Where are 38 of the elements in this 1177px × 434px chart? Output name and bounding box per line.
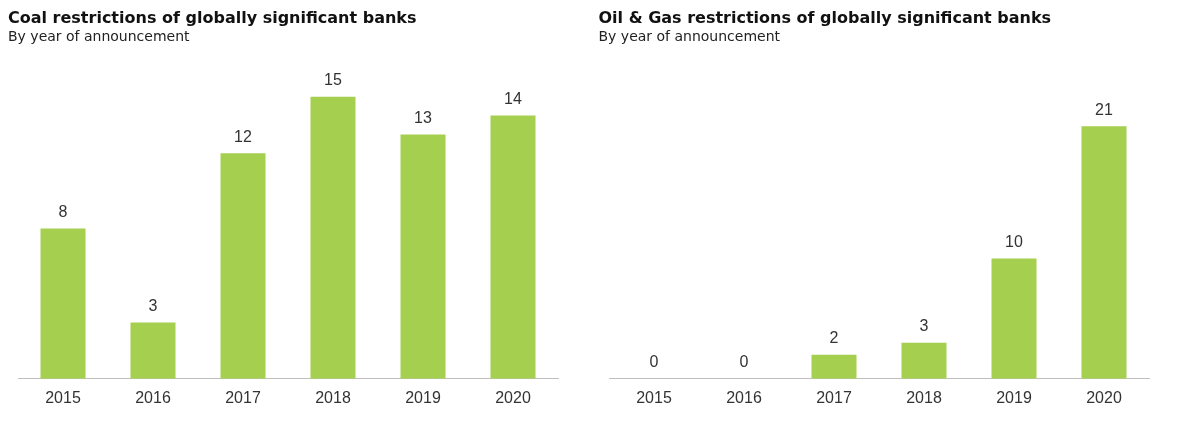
bar <box>811 354 856 379</box>
chart-title: Oil & Gas restrictions of globally significant banks <box>598 8 1053 27</box>
chart-title: Coal restrictions of globally significant banks <box>8 8 418 27</box>
bar <box>40 228 86 379</box>
data-label: 14 <box>504 90 522 108</box>
bar <box>220 153 266 379</box>
data-label: 13 <box>414 108 432 126</box>
data-label: 0 <box>649 353 659 371</box>
bar <box>400 134 446 379</box>
x-tick-label: 2017 <box>815 388 852 406</box>
data-label: 15 <box>324 71 342 89</box>
x-tick-label: 2015 <box>45 388 81 406</box>
x-tick-label: 2017 <box>225 388 261 406</box>
bar <box>901 342 946 379</box>
data-label: 0 <box>739 353 749 371</box>
data-label: 2 <box>829 329 839 347</box>
data-label: 12 <box>234 127 252 145</box>
x-tick-label: 2020 <box>495 388 531 406</box>
bar <box>310 96 356 379</box>
data-label: 3 <box>919 317 929 335</box>
chart-subtitle: By year of announcement <box>598 28 782 44</box>
x-tick-label: 2020 <box>1085 388 1122 406</box>
x-tick-label: 2018 <box>905 388 942 406</box>
x-tick-label: 2019 <box>405 388 441 406</box>
data-label: 10 <box>1004 232 1023 250</box>
bar <box>130 322 176 379</box>
data-label: 8 <box>58 202 68 220</box>
x-tick-label: 2016 <box>135 388 171 406</box>
data-label: 21 <box>1094 100 1113 118</box>
chart-subtitle: By year of announcement <box>8 28 191 44</box>
bar <box>991 258 1036 379</box>
data-label: 3 <box>148 296 158 314</box>
x-tick-label: 2018 <box>315 388 351 406</box>
bar <box>490 115 536 379</box>
bar <box>1081 126 1126 379</box>
x-tick-label: 2019 <box>995 388 1032 406</box>
x-tick-label: 2016 <box>725 388 762 406</box>
x-tick-label: 2015 <box>635 388 672 406</box>
